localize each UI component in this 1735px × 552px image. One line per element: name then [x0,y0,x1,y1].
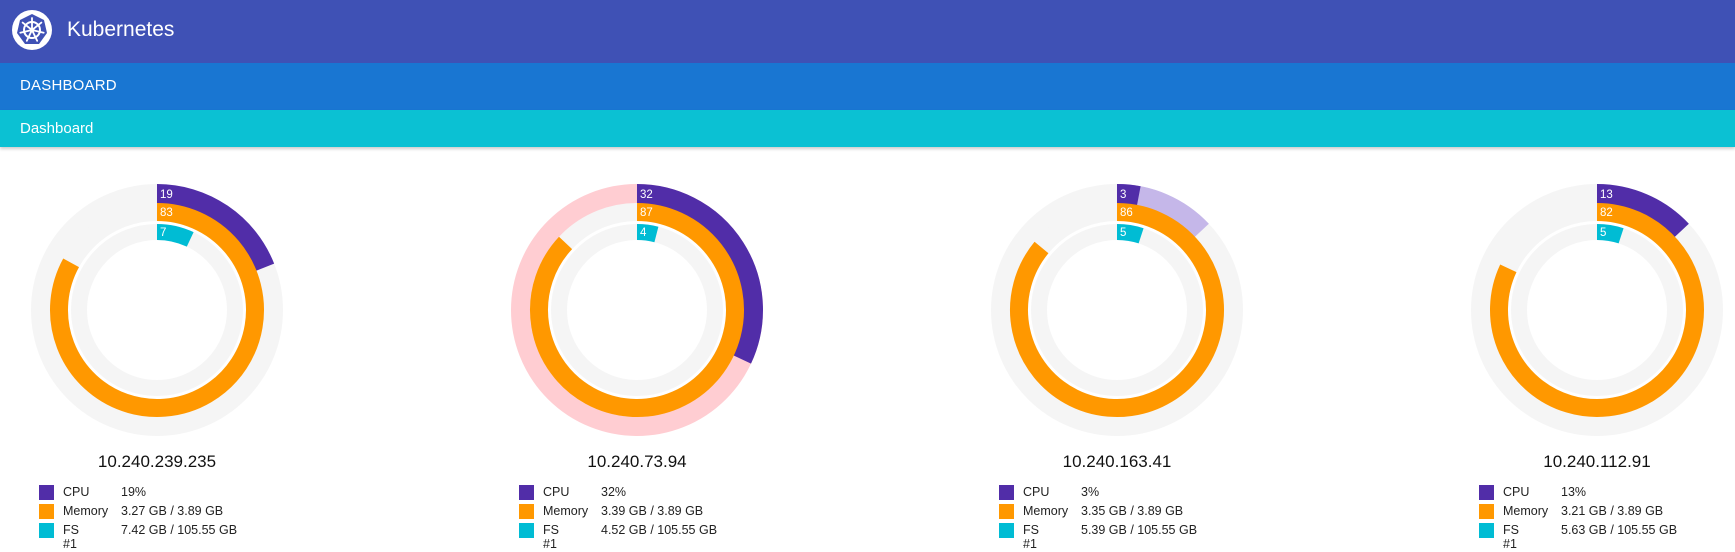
memory-legend-value: 3.39 GB / 3.89 GB [601,504,704,518]
node-ip: 10.240.239.235 [97,452,217,471]
node-card: 3 86 5 10.240.163.41 CPU 3% Memory 3.35 GB / 3.… [967,170,1267,551]
memory-swatch [999,504,1014,519]
cpu-ring-label: 3 [1120,189,1126,201]
fs-track [71,224,243,396]
node-ip: 10.240.163.41 [1062,452,1172,471]
memory-ring-label: 83 [160,207,173,219]
fs-swatch [519,523,534,538]
memory-legend-label: Memory [543,504,589,518]
cpu-arc [1116,183,1141,206]
breadcrumb-item-dashboard[interactable]: Dashboard [20,120,94,137]
node-usage-donut: 32 87 4 [511,184,763,436]
fs-swatch [39,523,54,538]
app-bar: Kubernetes [0,0,1735,63]
fs-legend-value: 7.42 GB / 105.55 GB [121,523,238,537]
memory-legend-value: 3.21 GB / 3.89 GB [1561,504,1664,518]
fs-arc [636,224,659,243]
node-ip: 10.240.112.91 [1543,452,1651,471]
cpu-swatch [519,485,534,500]
cpu-swatch [1479,485,1494,500]
cpu-legend-label: CPU [63,485,90,499]
fs-legend-label: FS #1 [543,523,559,551]
kubernetes-logo-icon[interactable] [11,9,53,51]
cpu-legend-value: 19% [121,485,147,499]
fs-legend-label: FS #1 [63,523,79,551]
node-ip: 10.240.73.94 [587,452,687,471]
node-card: 32 87 4 10.240.73.94 CPU 32% Memory 3.39 GB / 3… [487,170,787,551]
cpu-arc [156,184,275,272]
cpu-legend-label: CPU [1503,485,1530,499]
cpu-legend-label: CPU [1023,485,1050,499]
breadcrumb: Dashboard [0,110,1735,147]
fs-ring-label: 5 [1120,227,1126,239]
memory-legend-value: 3.35 GB / 3.89 GB [1081,504,1184,518]
memory-swatch [39,504,54,519]
cpu-ring-label: 32 [640,189,653,201]
fs-track [551,224,723,396]
fs-track [1511,224,1683,396]
node-card: 13 82 5 10.240.112.91 CPU 13% Memory 3.21 GB / … [1447,170,1735,551]
cpu-swatch [999,485,1014,500]
memory-ring-label: 82 [1600,207,1613,219]
memory-arc [530,203,744,417]
fs-swatch [1479,523,1494,538]
fs-ring-label: 7 [160,227,166,239]
cpu-ring-label: 13 [1600,189,1613,201]
cpu-arc [636,184,763,364]
app-title: Kubernetes [67,18,175,41]
fs-ring-label: 4 [640,227,647,239]
fs-legend-label: FS #1 [1503,523,1519,551]
fs-track [1031,224,1203,396]
memory-legend-label: Memory [1503,504,1549,518]
cpu-swatch [39,485,54,500]
memory-arc [1490,203,1704,417]
memory-ring-label: 87 [640,207,653,219]
fs-arc [1116,224,1144,244]
node-usage-donut: 13 82 5 [1471,184,1723,436]
cpu-legend-value: 13% [1561,485,1587,499]
fs-legend-label: FS #1 [1023,523,1039,551]
memory-legend-label: Memory [63,504,109,518]
fs-ring-label: 5 [1600,227,1606,239]
cpu-legend-value: 32% [601,485,627,499]
memory-arc [50,203,264,417]
fs-arc [156,224,194,247]
fs-legend-value: 5.39 GB / 105.55 GB [1081,523,1198,537]
cpu-legend-label: CPU [543,485,570,499]
fs-legend-value: 5.63 GB / 105.55 GB [1561,523,1678,537]
fs-arc [1596,224,1624,244]
memory-swatch [519,504,534,519]
node-usage-donut: 3 86 5 [991,183,1243,436]
cpu-arc [1596,184,1689,238]
memory-legend-label: Memory [1023,504,1069,518]
memory-ring-label: 86 [1120,207,1133,219]
memory-arc [1010,203,1224,417]
fs-legend-value: 4.52 GB / 105.55 GB [601,523,718,537]
cpu-ring-label: 19 [160,189,173,201]
fs-swatch [999,523,1014,538]
cpu-legend-value: 3% [1081,485,1100,499]
memory-swatch [1479,504,1494,519]
node-card: 19 83 7 10.240.239.235 CPU 19% Memory 3.27 GB /… [7,170,307,551]
tab-dashboard[interactable]: DASHBOARD [20,77,117,94]
node-usage-donut: 19 83 7 [31,184,283,436]
memory-legend-value: 3.27 GB / 3.89 GB [121,504,224,518]
nav-bar: DASHBOARD [0,63,1735,110]
